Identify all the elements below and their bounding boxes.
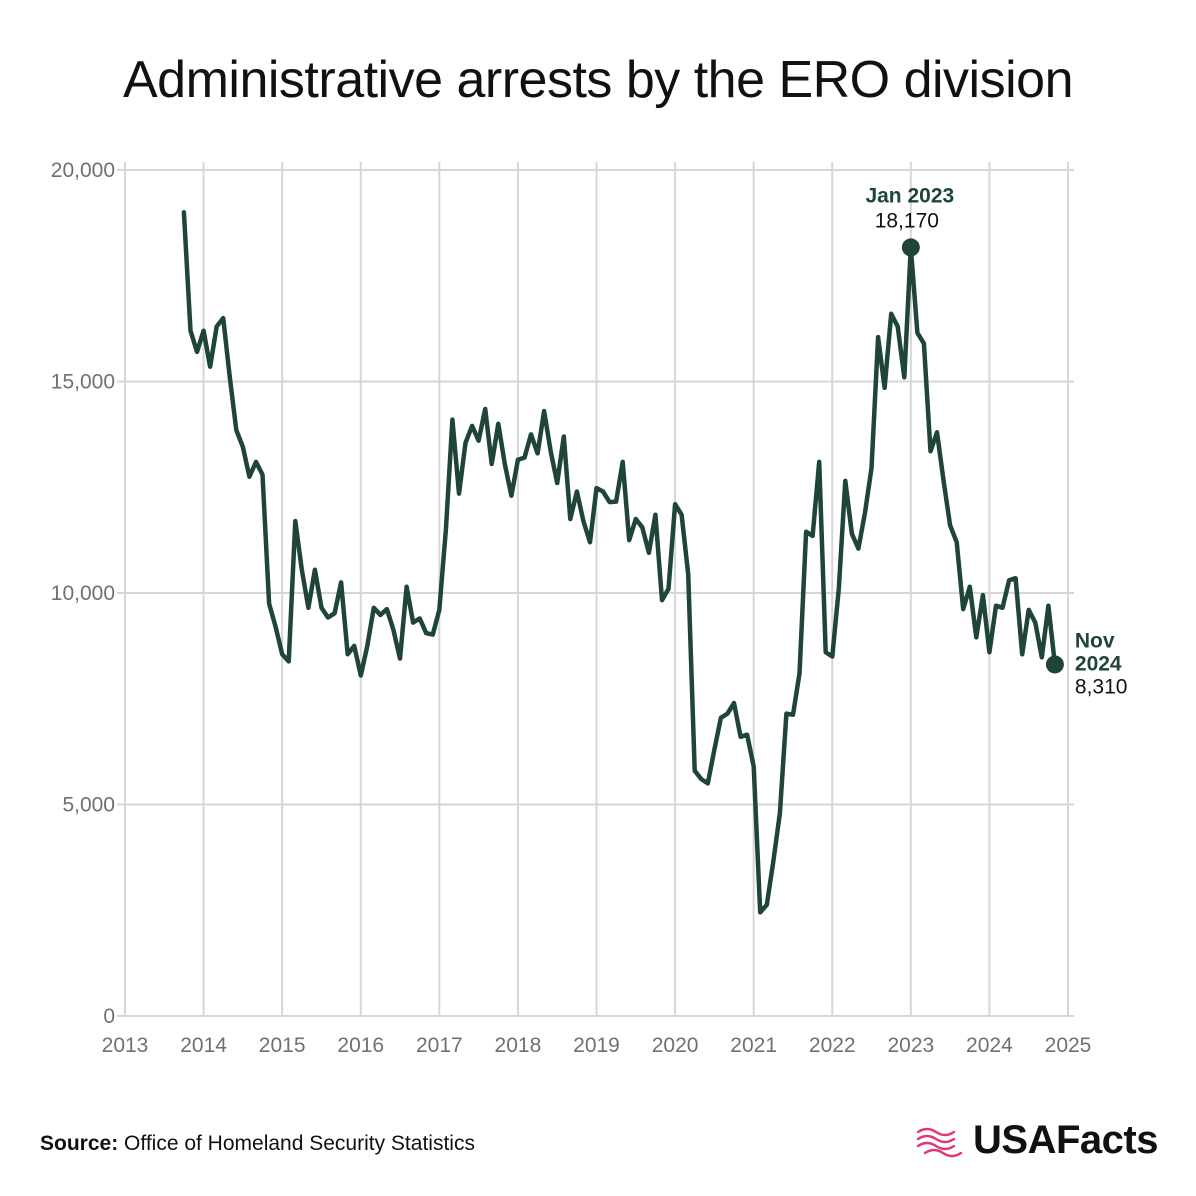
x-tick-label-2024: 2024 xyxy=(966,1034,1013,1057)
x-tick-label-2016: 2016 xyxy=(337,1034,384,1057)
page-title: Administrative arrests by the ERO divisi… xyxy=(122,51,1074,109)
latest-annotation-label-line2: 2024 xyxy=(1075,652,1122,675)
x-tick-label-2015: 2015 xyxy=(259,1034,306,1057)
peak-point-marker xyxy=(901,238,920,257)
x-tick-label-2013: 2013 xyxy=(102,1034,149,1057)
y-tick-label-0: 0 xyxy=(103,1005,115,1028)
latest-annotation-value: 8,310 xyxy=(1075,675,1128,698)
source-text: Office of Homeland Security Statistics xyxy=(124,1132,475,1155)
flag-logo-icon xyxy=(916,1127,963,1157)
x-tick-label-2014: 2014 xyxy=(180,1034,227,1057)
horizontal-gridlines xyxy=(117,169,1074,1017)
vertical-gridlines xyxy=(124,162,1069,1016)
latest-annotation-label-line1: Nov xyxy=(1075,629,1115,652)
arrests-series-line xyxy=(181,210,1058,915)
peak-annotation-label: Jan 2023 xyxy=(865,184,954,207)
brand-name: USAFacts xyxy=(973,1118,1158,1162)
y-tick-label-15000: 15,000 xyxy=(51,371,115,394)
source-note: Source: Office of Homeland Security Stat… xyxy=(40,1132,475,1156)
y-tick-label-5000: 5,000 xyxy=(62,794,115,817)
x-tick-label-2019: 2019 xyxy=(573,1034,620,1057)
x-tick-label-2022: 2022 xyxy=(809,1034,856,1057)
x-tick-label-2020: 2020 xyxy=(652,1034,699,1057)
usafacts-logo: USAFacts xyxy=(915,1118,1158,1163)
latest-point-marker xyxy=(1045,655,1064,674)
y-tick-label-10000: 10,000 xyxy=(51,582,115,605)
y-axis-tick-labels: 0 5,000 10,000 15,000 20,000 xyxy=(51,159,115,1028)
source-label: Source: xyxy=(40,1132,119,1155)
x-tick-label-2023: 2023 xyxy=(887,1034,934,1057)
line-chart: 2013 2014 2015 2016 2017 2018 2019 2020 2021 2022… xyxy=(51,159,1128,1057)
x-tick-label-2018: 2018 xyxy=(495,1034,542,1057)
x-tick-label-2021: 2021 xyxy=(730,1034,777,1057)
x-tick-label-2017: 2017 xyxy=(416,1034,463,1057)
x-axis-tick-labels: 2013 2014 2015 2016 2017 2018 2019 2020 2021 2022… xyxy=(102,1034,1092,1057)
x-tick-label-2025: 2025 xyxy=(1045,1034,1092,1057)
peak-annotation-value: 18,170 xyxy=(875,209,939,232)
y-tick-label-20000: 20,000 xyxy=(51,159,115,182)
